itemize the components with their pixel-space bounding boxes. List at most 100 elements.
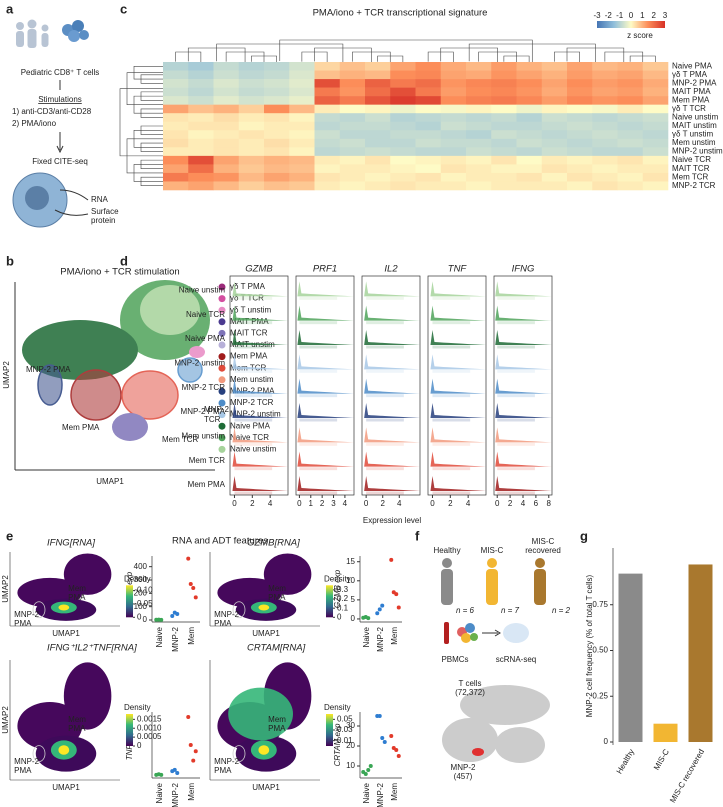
heatmap-cell [213,155,240,165]
colorbar-tick-label: 0.01 [337,736,353,745]
heatmap-cell [238,96,265,105]
ridge-rug [432,418,471,422]
colorbar [126,714,133,746]
y-tick-label: 5 [351,595,356,604]
heatmap-cell [365,130,391,140]
heatmap-cell [466,147,492,157]
heatmap-cell [541,155,568,165]
heatmap-cell [390,164,416,174]
axis-label: UMAP2 [1,706,10,734]
y-tick-label: 200 [134,588,148,597]
point [159,617,164,622]
legend-label: Mem PMA [230,352,268,361]
panel-label: g [580,528,588,543]
point [375,611,380,616]
row-label: Mem unstim [181,431,225,440]
feature-hotspot [58,604,70,611]
axis-label: GZMB exp [333,569,342,608]
heatmap-cell [567,121,593,131]
heatmap-cell [466,62,492,71]
heatmap-cell [213,121,240,131]
heatmap-cell [289,147,315,157]
heatmap-cell [415,172,442,182]
feature-outline [232,745,246,762]
heatmap-cell [213,181,240,191]
heatmap-cell [213,104,240,114]
group-label: MIS-C [532,537,555,546]
group-label: MIS-C [481,546,504,555]
axis-label: UMAP1 [52,783,80,792]
ridge-title: TNF [448,264,468,275]
row-label: MNP-2 unstim [174,358,225,367]
heatmap-cell [213,130,240,140]
heatmap-cell [314,155,341,165]
heatmap-cell [390,113,416,123]
row-label: Naive PMA [185,334,226,343]
umap-annotation: TCR [204,415,221,424]
heatmap-cell [592,113,618,123]
heatmap-cell [238,79,265,88]
group-label: Healthy [433,546,460,555]
colorbar-tick-label: 0.0010 [137,723,162,732]
ridge [297,281,354,297]
heatmap-cell [163,70,189,80]
row-label: MAIT TCR [672,164,710,173]
heatmap-cell [314,113,341,123]
heatmap-cell [541,164,568,174]
heatmap-cell [213,138,240,148]
heatmap-cell [163,147,189,157]
heatmap-cell [592,70,618,80]
legend-label: Naive PMA [230,421,271,430]
ridge [430,403,486,418]
point [186,556,191,561]
dendrogram [279,39,533,62]
schematic-heading: Stimulations [38,95,82,104]
ridge-rug [366,321,404,325]
heatmap-cell [415,155,442,165]
heatmap-cell [339,130,366,140]
heatmap-cell [390,70,416,80]
feature-annotation: Mem [68,584,86,593]
group-n: n = 7 [501,606,520,615]
heatmap-cell [642,172,669,182]
ridge [364,305,420,321]
row-label: MAIT unstim [672,121,717,130]
umap-annotation: MNP-2 PMA [26,365,71,374]
ridge-rug [432,296,471,300]
legend-label: Mem unstim [230,375,274,384]
legend-label: MNP-2 TCR [230,398,274,407]
ridge-rug [299,345,338,349]
heatmap-cell [466,79,492,88]
heatmap-cell [642,181,669,191]
heatmap-cell [365,164,391,174]
legend-swatch [218,329,226,337]
legend-swatch [218,387,226,395]
ridge-rug [299,296,338,300]
heatmap-cell [541,138,568,148]
point [377,714,382,718]
feature-outline [32,745,46,762]
heatmap-cell [365,147,391,157]
heatmap-cell [238,147,265,157]
point [175,612,180,616]
point [193,749,198,754]
heatmap-cell [314,164,341,174]
x-tick-label: MNP-2 [376,626,385,651]
heatmap-cell [617,172,644,182]
heatmap-cell [238,87,265,97]
feature-annotation: MNP-2 [14,757,39,766]
legend-swatch [218,434,226,442]
y-tick-label: 0.50 [592,646,608,655]
heatmap-cell [289,172,315,182]
heatmap-cell [264,164,290,174]
heatmap-cell [617,130,644,140]
colorbar-tick-label: -2 [605,11,613,20]
ridge [495,305,552,321]
heatmap-cell [440,70,467,80]
heatmap-cell [440,96,467,105]
heatmap-cell [314,79,341,88]
heatmap-cell [541,130,568,140]
x-tick-label: Mem [187,627,196,645]
heatmap-cell [415,104,442,114]
cohort-text: T cells [459,679,482,688]
